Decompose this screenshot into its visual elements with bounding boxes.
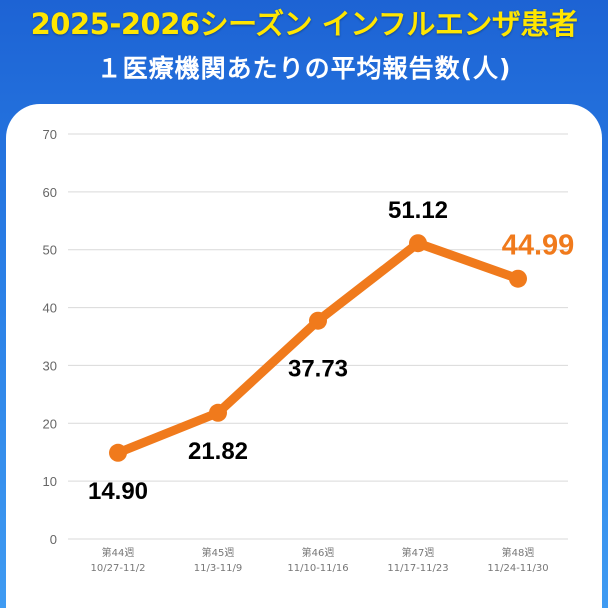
y-tick-label: 30	[43, 358, 57, 373]
chart-panel	[6, 104, 602, 608]
data-label: 14.90	[88, 478, 148, 505]
y-tick-label: 20	[43, 416, 57, 431]
x-tick-label-range: 10/27-11/2	[91, 563, 146, 574]
chart-title: 2025-2026シーズン インフルエンザ患者	[30, 7, 578, 41]
data-label: 51.12	[388, 197, 448, 224]
x-tick-label-week: 第47週	[402, 546, 435, 559]
y-tick-label: 50	[43, 243, 57, 258]
x-tick-label-range: 11/10-11/16	[287, 563, 348, 574]
x-tick-label-range: 11/17-11/23	[387, 563, 448, 574]
data-label: 21.82	[188, 438, 248, 465]
data-point	[109, 443, 127, 462]
data-point	[509, 269, 527, 288]
data-point	[209, 403, 227, 422]
chart-subtitle: １医療機関あたりの平均報告数(人)	[96, 54, 512, 83]
x-tick-label-week: 第46週	[302, 546, 335, 559]
x-tick-label-range: 11/3-11/9	[194, 563, 243, 574]
y-tick-label: 40	[43, 301, 57, 316]
x-tick-label-week: 第45週	[202, 546, 235, 559]
data-point	[409, 234, 427, 253]
y-tick-label: 60	[43, 185, 57, 200]
y-tick-label: 70	[43, 127, 57, 142]
x-tick-label-week: 第48週	[502, 546, 535, 559]
data-label: 44.99	[502, 230, 575, 262]
x-tick-label-range: 11/24-11/30	[487, 563, 548, 574]
data-label: 37.73	[288, 356, 348, 383]
series-line	[113, 238, 523, 458]
x-tick-label-week: 第44週	[102, 546, 135, 559]
y-tick-label: 10	[43, 474, 57, 489]
data-point	[309, 311, 327, 330]
y-tick-label: 0	[50, 532, 57, 547]
